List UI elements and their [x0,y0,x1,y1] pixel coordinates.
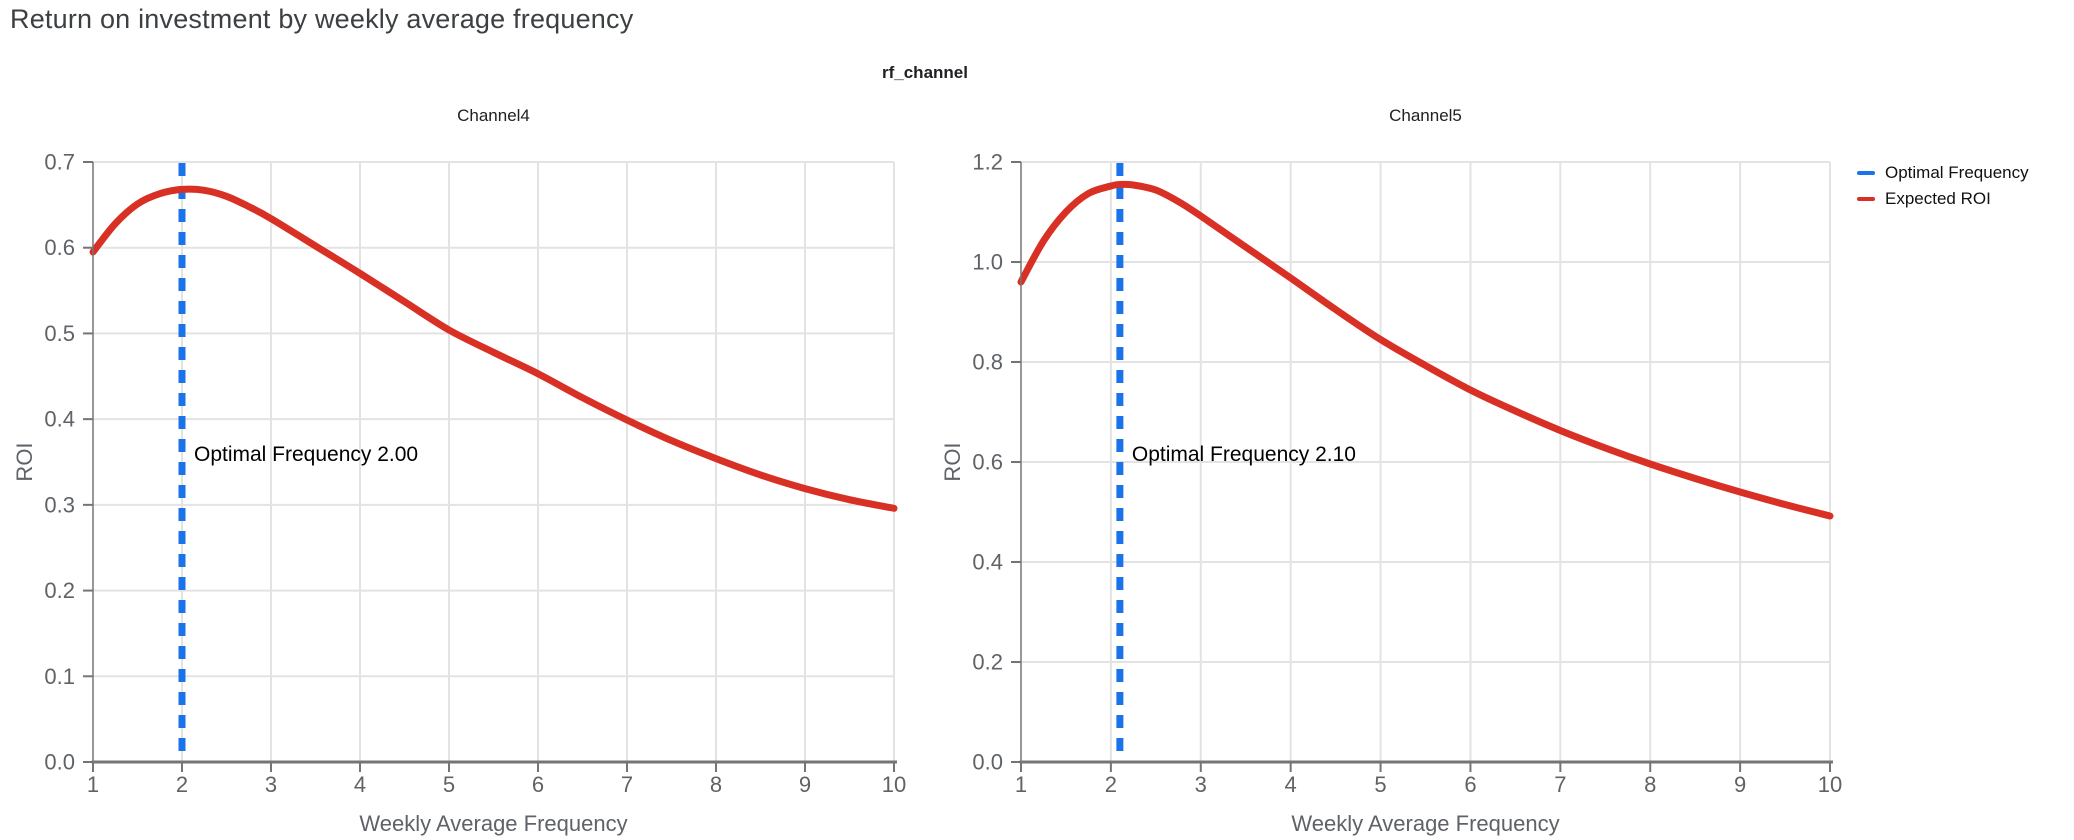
optimal-frequency-line-swatch [1857,171,1875,175]
x-tick-label: 9 [1734,772,1746,797]
subplot-title-channel5: Channel5 [1389,106,1462,125]
y-tick-label: 0.6 [44,235,75,260]
plot-channel4: 1 2 3 4 5 6 7 8 9 10 0.0 0.1 0.2 0.3 0.4 0.5 0.6 0.7 Optim… [44,150,906,798]
y-tick-label: 0.6 [972,450,1003,475]
expected-roi-curve-channel5 [1017,180,1834,520]
x-tick-label: 6 [1464,772,1476,797]
y-tick-label: 0.5 [44,321,75,346]
expected-roi-line-swatch [1857,197,1875,201]
figure-title: rf_channel [882,63,968,82]
y-tick-label: 0.0 [44,750,75,775]
y-tick-label: 1.0 [972,250,1003,275]
legend: Optimal Frequency Expected ROI [1857,160,2029,212]
optimal-frequency-annotation-channel4: Optimal Frequency 2.00 [194,443,418,466]
legend-label-optimal-frequency: Optimal Frequency [1885,163,2029,182]
subplot-title-channel4: Channel4 [457,106,530,125]
page-title: Return on investment by weekly average f… [10,4,634,34]
axes-channel4 [83,161,897,772]
x-tick-label: 1 [1015,772,1027,797]
legend-label-expected-roi: Expected ROI [1885,189,1991,208]
x-tick-label: 9 [799,772,811,797]
x-tick-label: 4 [354,772,366,797]
x-tick-label: 10 [1818,772,1842,797]
y-tick-label: 1.2 [972,150,1003,175]
y-tick-label: 0.1 [44,664,75,689]
x-tick-label: 10 [882,772,906,797]
y-tick-label: 0.3 [44,492,75,517]
optimal-frequency-annotation-channel5: Optimal Frequency 2.10 [1132,443,1356,466]
y-tick-label: 0.8 [972,350,1003,375]
tick-labels-channel4: 1 2 3 4 5 6 7 8 9 10 0.0 0.1 0.2 0.3 0.4 0.5 0.6 0.7 [44,150,906,798]
y-tick-label: 0.2 [972,650,1003,675]
y-tick-label: 0.7 [44,150,75,175]
x-tick-label: 5 [443,772,455,797]
gridlines-channel5 [1021,161,1831,762]
x-tick-label: 1 [87,772,99,797]
y-tick-label: 0.0 [972,750,1003,775]
x-tick-label: 6 [532,772,544,797]
axes-channel5 [1011,161,1833,772]
tick-labels-channel5: 1 2 3 4 5 6 7 8 9 10 0.0 0.2 0.4 0.6 0.8 1.0 1.2 [972,150,1842,798]
x-tick-label: 8 [1644,772,1656,797]
y-axis-label-channel5: ROI [940,442,965,482]
y-tick-label: 0.2 [44,578,75,603]
legend-item-expected-roi: Expected ROI [1857,186,2029,212]
y-axis-label-channel4: ROI [12,442,37,482]
gridlines-channel4 [93,161,895,762]
legend-item-optimal-frequency: Optimal Frequency [1857,160,2029,186]
y-tick-label: 0.4 [44,407,75,432]
x-tick-label: 2 [176,772,188,797]
x-tick-label: 8 [710,772,722,797]
plot-channel5: 1 2 3 4 5 6 7 8 9 10 0.0 0.2 0.4 0.6 0.8 1.0 1.2 Optimal … [972,150,1842,798]
y-tick-label: 0.4 [972,550,1003,575]
x-tick-label: 7 [1554,772,1566,797]
x-tick-label: 2 [1105,772,1117,797]
x-tick-label: 7 [621,772,633,797]
x-tick-label: 4 [1285,772,1297,797]
x-axis-label-channel5: Weekly Average Frequency [1291,811,1560,836]
x-tick-label: 3 [1195,772,1207,797]
x-axis-label-channel4: Weekly Average Frequency [359,811,628,836]
expected-roi-curve-channel4 [89,185,898,512]
x-tick-label: 5 [1374,772,1386,797]
x-tick-label: 3 [265,772,277,797]
